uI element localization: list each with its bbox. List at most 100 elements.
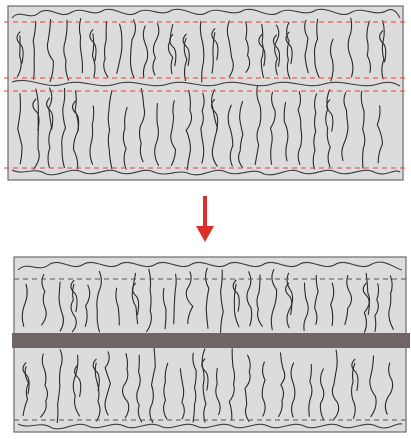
before-fabric-middle-seam	[11, 80, 401, 87]
down-arrow	[196, 196, 214, 242]
before-panel	[4, 5, 407, 181]
after-fabric-bottom-edge	[17, 423, 403, 430]
after-fold-line	[70, 283, 77, 333]
before-fold-line	[129, 19, 137, 79]
after-guide-lines	[14, 278, 406, 421]
before-fold-line	[347, 17, 354, 78]
after-fold-line	[220, 269, 224, 334]
before-fold-line	[313, 18, 320, 78]
before-fold-line	[142, 25, 149, 78]
after-fold-line	[215, 367, 221, 416]
before-fold-line	[200, 92, 205, 164]
before-fold-line	[254, 85, 262, 165]
after-fold-line	[308, 363, 313, 417]
before-fold-line	[154, 102, 160, 166]
before-fold-line	[152, 23, 160, 76]
before-fold-line	[63, 19, 70, 81]
before-fold-line	[46, 18, 54, 83]
after-fold-curl	[351, 358, 359, 392]
before-fold-curl	[32, 98, 40, 131]
before-fabric-top-edge	[11, 8, 401, 19]
after-fold-line	[22, 366, 30, 417]
after-fold-line	[233, 283, 240, 328]
after-fold-line	[96, 270, 102, 333]
after-fold-line	[173, 273, 177, 325]
before-fold-line	[238, 100, 244, 168]
before-fold-line	[32, 88, 40, 170]
before-fold-line	[283, 101, 289, 162]
after-fold-line	[319, 368, 325, 421]
after-fold-line	[163, 362, 169, 420]
before-fold-line	[211, 32, 216, 74]
after-fold-line	[278, 352, 286, 418]
after-fabric-top-edge	[17, 261, 403, 271]
after-fold-line	[146, 268, 152, 333]
after-fold-line	[41, 273, 47, 326]
after-fold-line	[58, 281, 64, 332]
after-fold-line	[162, 287, 167, 330]
after-fold-curl	[22, 362, 30, 395]
before-fabric-frame	[7, 5, 404, 181]
after-fold-line	[84, 284, 91, 327]
after-fold-curl	[285, 282, 293, 315]
after-fold-line	[56, 349, 63, 424]
after-fold-line	[40, 353, 49, 418]
after-fold-line	[314, 274, 319, 325]
before-fold-line	[341, 92, 349, 162]
before-fold-line	[269, 91, 276, 165]
before-fold-line	[366, 20, 372, 74]
before-fold-line	[72, 90, 79, 170]
after-fold-line	[369, 355, 377, 418]
after-fold-curl	[70, 279, 78, 313]
after-fold-line	[185, 271, 194, 325]
after-fold-line	[374, 283, 380, 333]
after-fold-line	[104, 351, 111, 416]
after-fold-line	[121, 353, 130, 419]
after-fold-line	[205, 267, 210, 329]
before-fold-line	[167, 24, 174, 75]
after-fold-line	[303, 282, 309, 331]
after-fold-line	[388, 275, 394, 330]
after-fold-line	[94, 362, 101, 422]
after-fold-line	[131, 272, 139, 325]
before-fold-line	[61, 87, 67, 169]
before-fold-curl	[272, 34, 281, 67]
before-fold-curl	[46, 97, 54, 130]
before-fold-curl	[258, 34, 266, 67]
before-fold-line	[103, 20, 109, 78]
after-fold-line	[21, 283, 28, 327]
after-fold-line	[192, 352, 197, 423]
after-fold-line	[344, 274, 353, 326]
before-fold-line	[226, 20, 234, 78]
after-fold-line	[246, 271, 253, 327]
before-fold-line	[199, 20, 205, 83]
before-fold-line	[381, 20, 385, 80]
after-fold-line	[149, 347, 156, 423]
before-fold-line	[183, 37, 188, 82]
before-fold-line	[274, 24, 280, 76]
after-fold-line	[136, 354, 143, 423]
after-fold-line	[244, 354, 251, 423]
after-fold-line	[286, 272, 294, 329]
after-fold-line	[115, 287, 120, 326]
after-fold-curl	[232, 279, 240, 312]
after-fold-curl	[74, 364, 82, 398]
after-seam-band	[12, 333, 410, 348]
after-fold-line	[330, 282, 335, 327]
after-fold-line	[179, 368, 185, 420]
after-fold-curl	[92, 358, 100, 391]
before-guide-lines	[4, 21, 407, 169]
after-fold-line	[290, 362, 296, 418]
before-fold-curl	[211, 28, 219, 61]
after-fold-line	[261, 361, 266, 417]
before-fold-curl	[89, 29, 97, 62]
before-fold-curl	[182, 33, 190, 67]
after-panel	[12, 256, 410, 433]
after-fold-line	[201, 348, 207, 423]
after-fold-line	[256, 274, 263, 327]
before-fold-line	[170, 100, 177, 167]
before-fold-line	[91, 33, 96, 79]
before-fold-line	[260, 24, 265, 79]
before-fold-line	[16, 35, 22, 77]
